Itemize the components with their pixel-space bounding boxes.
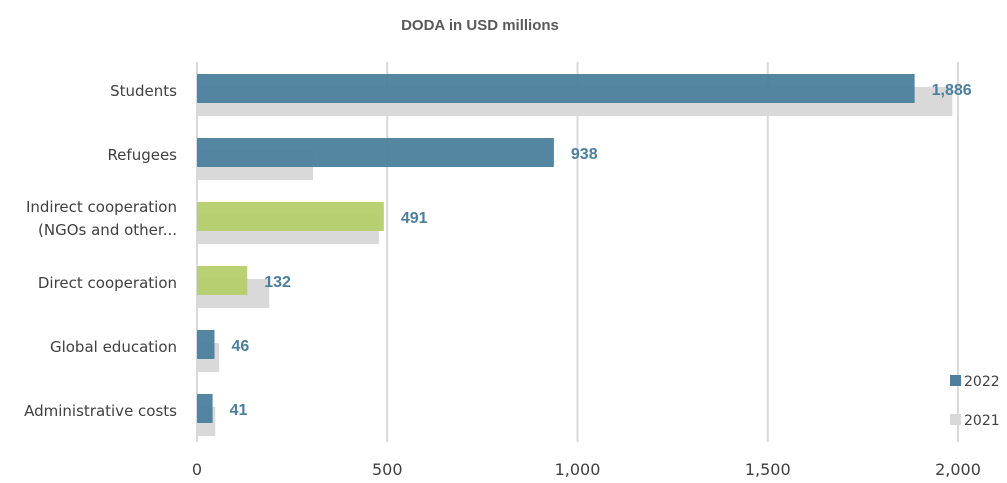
data-label-2022: 132: [264, 274, 291, 291]
category-label: Indirect cooperation: [26, 198, 177, 216]
legend-swatch-2022: [950, 375, 961, 386]
category-label: Students: [110, 82, 177, 100]
data-label-2022: 938: [571, 146, 598, 163]
x-tick-label: 2,000: [935, 460, 981, 479]
category-label: (NGOs and other...: [38, 221, 177, 239]
bar-2022: [197, 74, 915, 103]
category-label: Direct cooperation: [38, 274, 177, 292]
data-labels: 1,886 938 491 132 46 41: [230, 82, 972, 419]
legend-label-2021: 2021: [964, 413, 1000, 429]
gridlines: [196, 62, 959, 442]
bar-2022: [197, 202, 384, 231]
category-label: Global education: [50, 338, 177, 356]
category-label: Refugees: [107, 146, 177, 164]
legend-label-2022: 2022: [964, 374, 1000, 390]
x-tick-label: 1,500: [745, 460, 791, 479]
x-tick-label: 1,000: [555, 460, 601, 479]
bar-2022: [197, 330, 215, 359]
category-label: Administrative costs: [24, 402, 177, 420]
data-label-2022: 46: [232, 338, 250, 355]
legend: 2022 2021: [950, 374, 1000, 429]
x-tick-label: 0: [192, 460, 202, 479]
x-tick-label: 500: [372, 460, 403, 479]
data-label-2022: 491: [401, 210, 428, 227]
data-label-2022: 41: [230, 402, 248, 419]
x-axis-tick-labels: 0 500 1,000 1,500 2,000: [192, 460, 981, 479]
series-2022-bars: [197, 74, 915, 423]
category-labels: Students Refugees Indirect cooperation (NGO…: [24, 82, 177, 420]
legend-swatch-2021: [950, 414, 961, 425]
bar-2022: [197, 266, 248, 295]
chart-subtitle: DODA in USD millions: [401, 17, 559, 34]
bar-2022: [197, 394, 213, 423]
bar-2022: [197, 138, 554, 167]
data-label-2022: 1,886: [932, 82, 972, 99]
